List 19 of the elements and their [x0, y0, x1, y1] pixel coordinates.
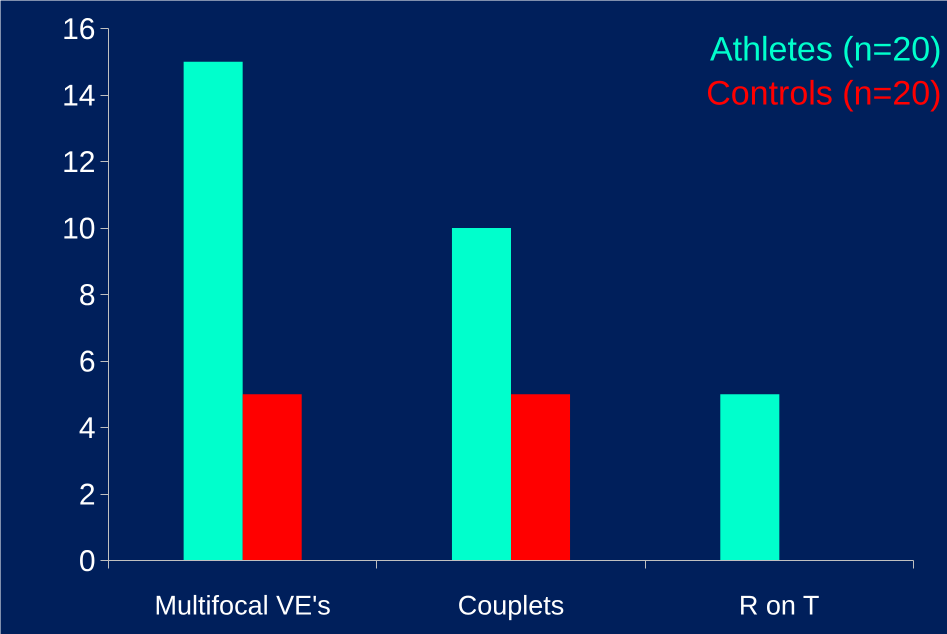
text: Controls (n=20) — [706, 74, 942, 112]
text: Athletes (n=20) — [710, 30, 942, 68]
y-tick-label: 14 — [62, 80, 96, 112]
y-tick-label: 8 — [78, 279, 96, 312]
bar — [452, 228, 511, 560]
bar — [184, 62, 243, 560]
bar — [242, 394, 302, 560]
bar — [511, 394, 570, 560]
y-tick-label: 0 — [78, 545, 96, 578]
y-tick-label: 4 — [78, 412, 96, 445]
x-tick-label: R on T — [738, 590, 820, 620]
bar — [720, 394, 780, 560]
x-tick-label: Couplets — [458, 590, 564, 620]
y-tick-label: 10 — [62, 212, 96, 246]
y-tick-label: 12 — [62, 146, 96, 179]
y-tick-label: 16 — [62, 13, 96, 46]
y-tick-label: 6 — [78, 346, 96, 378]
y-tick-label: 2 — [78, 478, 96, 512]
x-tick-label: Multifocal VE's — [154, 590, 331, 620]
